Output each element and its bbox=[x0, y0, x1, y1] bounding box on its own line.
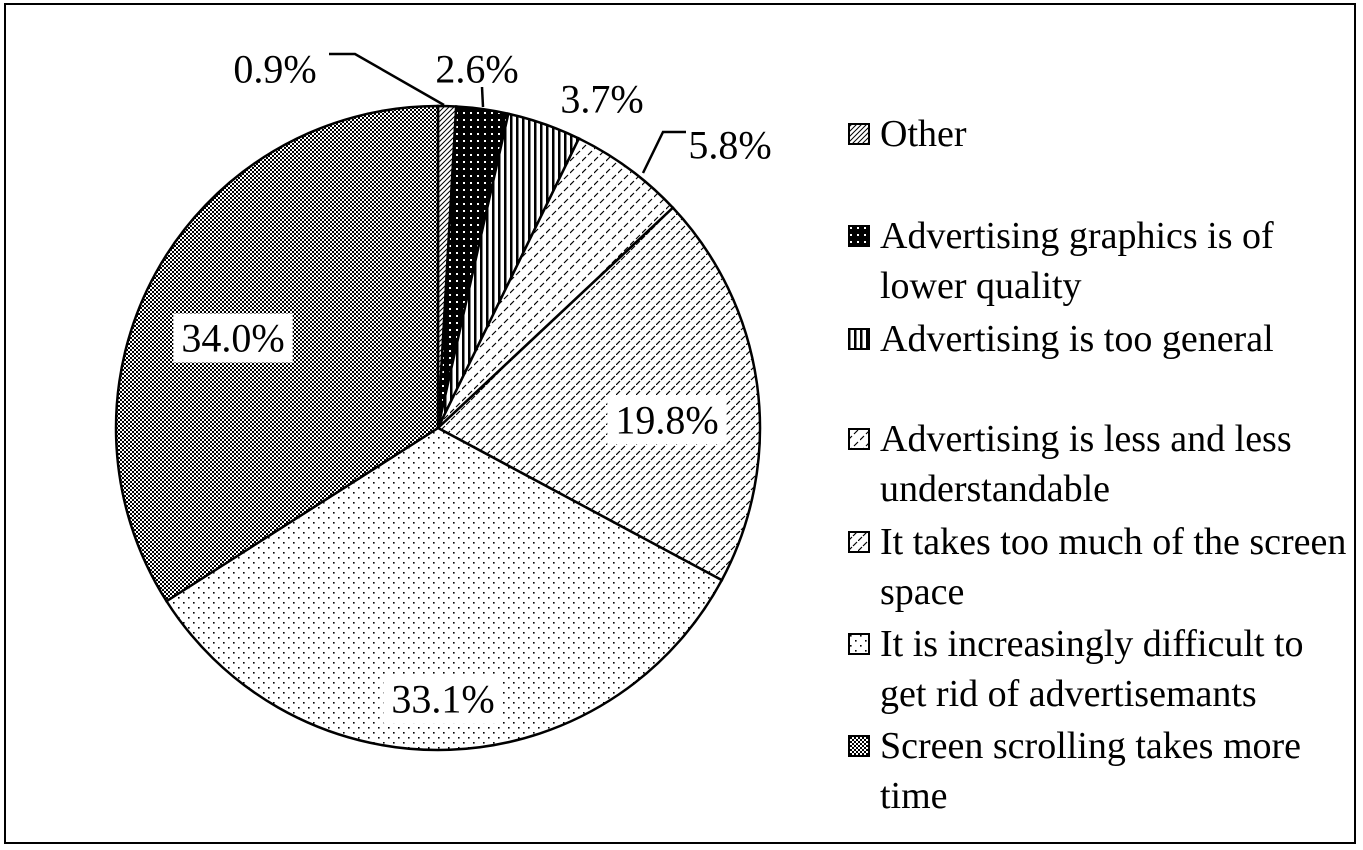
legend-item-graphics-quality: Advertising graphics is of lower quality bbox=[848, 211, 1348, 311]
leader-line-other bbox=[329, 52, 445, 107]
legend-item-less-understandable: Advertising is less and less understanda… bbox=[848, 414, 1348, 514]
pie-chart: 0.9% 2.6% 3.7% 5.8% 19.8% 33.1% 34.0% bbox=[114, 47, 772, 752]
legend-swatch-screen-space bbox=[848, 531, 870, 553]
data-label-scrolling: 34.0% bbox=[181, 316, 284, 361]
leader-lines bbox=[329, 52, 686, 174]
legend-label-get-rid: It is increasingly difficult to get rid … bbox=[880, 623, 1304, 715]
data-label-too-general: 3.7% bbox=[560, 77, 643, 122]
slice-screen-space bbox=[435, 206, 762, 582]
legend-item-too-general: Advertising is too general bbox=[848, 314, 1348, 364]
data-label-group-graphics-quality: 2.6% bbox=[435, 47, 518, 92]
data-label-screen-space: 19.8% bbox=[615, 398, 718, 443]
data-label-bg-scrolling bbox=[173, 313, 293, 363]
data-label-group-scrolling: 34.0% bbox=[173, 313, 293, 363]
legend-label-screen-space: It takes too much of the screen space bbox=[880, 521, 1347, 613]
legend-label-graphics-quality: Advertising graphics is of lower quality bbox=[880, 215, 1274, 307]
data-label-other: 0.9% bbox=[233, 47, 316, 92]
data-label-group-other: 0.9% bbox=[233, 47, 316, 92]
legend-item-scrolling: Screen scrolling takes more time bbox=[848, 721, 1348, 821]
legend-swatch-graphics-quality bbox=[848, 225, 870, 247]
chart-frame: 0.9% 2.6% 3.7% 5.8% 19.8% 33.1% 34.0% Other Ad… bbox=[4, 3, 1356, 844]
data-label-bg-screen-space bbox=[607, 395, 727, 445]
legend-swatch-scrolling bbox=[848, 735, 870, 757]
legend-swatch-less-understandable bbox=[848, 428, 870, 450]
legend-swatch-too-general bbox=[848, 328, 870, 350]
data-label-group-screen-space: 19.8% bbox=[607, 395, 727, 445]
leader-line-less-understandable bbox=[641, 130, 686, 174]
legend-swatch-other bbox=[848, 123, 870, 145]
data-label-bg-get-rid bbox=[383, 674, 503, 724]
data-label-less-understandable: 5.8% bbox=[688, 123, 771, 168]
legend-swatch-get-rid bbox=[848, 633, 870, 655]
legend-label-too-general: Advertising is too general bbox=[880, 318, 1274, 360]
legend-item-get-rid: It is increasingly difficult to get rid … bbox=[848, 619, 1348, 719]
data-label-group-less-understandable: 5.8% bbox=[688, 123, 771, 168]
legend-item-screen-space: It takes too much of the screen space bbox=[848, 517, 1348, 617]
data-label-group-too-general: 3.7% bbox=[560, 77, 643, 122]
legend-label-less-understandable: Advertising is less and less understanda… bbox=[880, 418, 1292, 510]
legend-label-scrolling: Screen scrolling takes more time bbox=[880, 725, 1302, 817]
data-label-graphics-quality: 2.6% bbox=[435, 47, 518, 92]
leader-line-graphics-quality bbox=[480, 86, 485, 108]
data-label-get-rid: 33.1% bbox=[391, 677, 494, 722]
data-labels: 0.9% 2.6% 3.7% 5.8% 19.8% 33.1% 34.0% bbox=[173, 47, 772, 724]
data-label-group-get-rid: 33.1% bbox=[383, 674, 503, 724]
slice-get-rid bbox=[164, 426, 724, 752]
legend-item-other: Other bbox=[848, 109, 1348, 159]
legend-label-other: Other bbox=[880, 113, 967, 155]
